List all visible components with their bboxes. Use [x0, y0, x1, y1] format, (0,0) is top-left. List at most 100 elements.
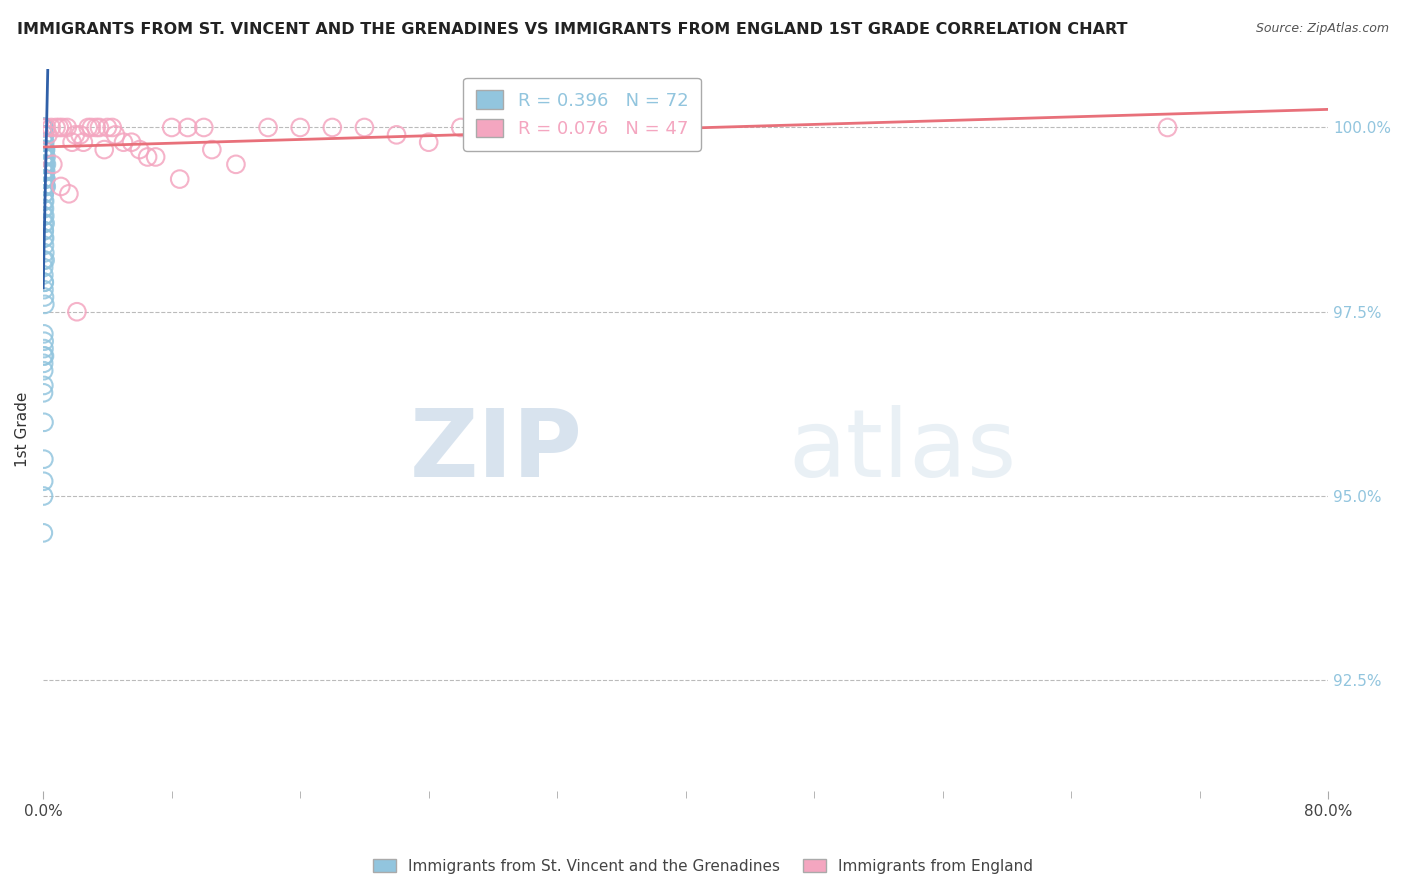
Point	[34, 164, 56, 178]
Point	[35, 120, 58, 135]
Point	[32, 143, 55, 157]
Point	[37, 128, 59, 142]
Point	[77, 120, 100, 135]
Point	[32, 283, 55, 297]
Point	[56, 120, 79, 135]
Point	[32, 253, 55, 268]
Point	[32, 378, 55, 392]
Point	[32, 120, 55, 135]
Text: ZIP: ZIP	[411, 405, 583, 498]
Point	[32, 216, 55, 230]
Point	[32, 342, 55, 356]
Point	[32, 179, 55, 194]
Point	[104, 128, 127, 142]
Point	[32, 120, 55, 135]
Point	[34, 253, 56, 268]
Point	[546, 120, 568, 135]
Point	[1156, 120, 1178, 135]
Point	[32, 334, 55, 349]
Point	[482, 120, 505, 135]
Point	[51, 120, 73, 135]
Point	[34, 143, 56, 157]
Point	[450, 120, 472, 135]
Point	[101, 120, 124, 135]
Point	[34, 186, 56, 201]
Point	[32, 415, 55, 429]
Point	[353, 120, 375, 135]
Point	[49, 179, 72, 194]
Point	[610, 120, 633, 135]
Point	[34, 135, 56, 149]
Point	[32, 150, 55, 164]
Text: Source: ZipAtlas.com: Source: ZipAtlas.com	[1256, 22, 1389, 36]
Point	[32, 268, 55, 282]
Point	[321, 120, 343, 135]
Point	[128, 143, 150, 157]
Point	[42, 157, 65, 171]
Point	[32, 186, 55, 201]
Point	[35, 157, 58, 171]
Point	[112, 135, 135, 149]
Point	[34, 216, 56, 230]
Point	[60, 135, 83, 149]
Point	[160, 120, 183, 135]
Point	[34, 150, 56, 164]
Point	[72, 135, 94, 149]
Point	[32, 135, 55, 149]
Point	[93, 143, 115, 157]
Point	[34, 143, 56, 157]
Point	[136, 150, 159, 164]
Point	[80, 120, 103, 135]
Point	[578, 128, 600, 142]
Point	[34, 231, 56, 245]
Point	[32, 224, 55, 238]
Point	[418, 135, 440, 149]
Point	[34, 224, 56, 238]
Point	[34, 172, 56, 186]
Point	[32, 202, 55, 216]
Point	[34, 290, 56, 304]
Point	[32, 452, 55, 467]
Point	[35, 172, 58, 186]
Point	[34, 157, 56, 171]
Point	[513, 120, 536, 135]
Legend: Immigrants from St. Vincent and the Grenadines, Immigrants from England: Immigrants from St. Vincent and the Gren…	[367, 853, 1039, 880]
Point	[34, 245, 56, 260]
Point	[32, 120, 55, 135]
Point	[32, 231, 55, 245]
Point	[34, 172, 56, 186]
Point	[84, 120, 107, 135]
Y-axis label: 1st Grade: 1st Grade	[15, 392, 30, 467]
Point	[34, 349, 56, 363]
Point	[32, 364, 55, 378]
Point	[32, 157, 55, 171]
Point	[32, 326, 55, 341]
Legend: R = 0.396   N = 72, R = 0.076   N = 47: R = 0.396 N = 72, R = 0.076 N = 47	[464, 78, 700, 151]
Point	[34, 202, 56, 216]
Point	[32, 120, 55, 135]
Point	[32, 356, 55, 370]
Point	[89, 120, 111, 135]
Point	[32, 275, 55, 289]
Point	[177, 120, 200, 135]
Point	[32, 385, 55, 400]
Point	[34, 128, 56, 142]
Point	[34, 128, 56, 142]
Point	[193, 120, 215, 135]
Point	[34, 238, 56, 252]
Point	[34, 194, 56, 209]
Point	[32, 525, 55, 540]
Text: atlas: atlas	[789, 405, 1017, 498]
Point	[35, 179, 58, 194]
Point	[32, 172, 55, 186]
Point	[32, 120, 55, 135]
Point	[65, 128, 87, 142]
Point	[34, 157, 56, 171]
Point	[58, 186, 80, 201]
Point	[201, 143, 224, 157]
Point	[35, 150, 58, 164]
Point	[39, 120, 62, 135]
Point	[96, 120, 118, 135]
Point	[35, 164, 58, 178]
Point	[34, 143, 56, 157]
